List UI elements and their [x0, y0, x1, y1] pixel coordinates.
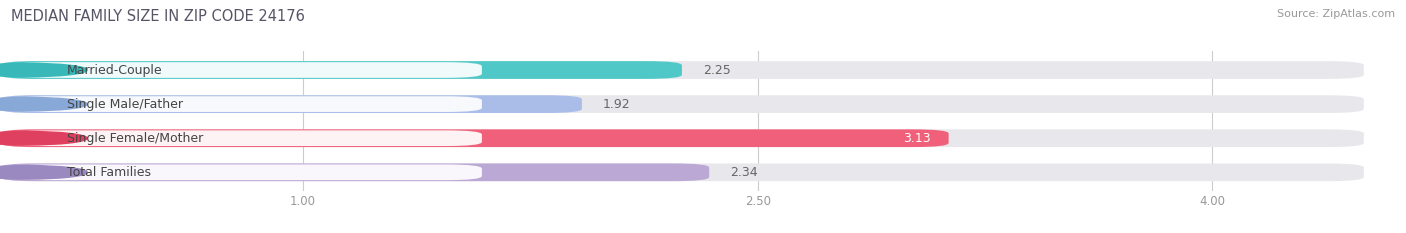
Circle shape [0, 131, 87, 145]
Text: Source: ZipAtlas.com: Source: ZipAtlas.com [1277, 9, 1395, 19]
Text: MEDIAN FAMILY SIZE IN ZIP CODE 24176: MEDIAN FAMILY SIZE IN ZIP CODE 24176 [11, 9, 305, 24]
Text: Total Families: Total Families [66, 166, 150, 179]
FancyBboxPatch shape [0, 163, 709, 181]
Text: Married-Couple: Married-Couple [66, 64, 162, 76]
Text: Single Male/Father: Single Male/Father [66, 98, 183, 111]
Circle shape [0, 63, 87, 77]
FancyBboxPatch shape [13, 62, 482, 78]
Text: 3.13: 3.13 [903, 132, 931, 145]
FancyBboxPatch shape [0, 129, 949, 147]
FancyBboxPatch shape [0, 163, 1364, 181]
FancyBboxPatch shape [0, 61, 682, 79]
FancyBboxPatch shape [0, 95, 582, 113]
FancyBboxPatch shape [0, 95, 1364, 113]
Circle shape [0, 97, 87, 111]
Text: Single Female/Mother: Single Female/Mother [66, 132, 202, 145]
FancyBboxPatch shape [0, 61, 1364, 79]
FancyBboxPatch shape [13, 130, 482, 146]
FancyBboxPatch shape [13, 96, 482, 112]
Text: 2.34: 2.34 [730, 166, 758, 179]
FancyBboxPatch shape [13, 164, 482, 180]
FancyBboxPatch shape [0, 129, 1364, 147]
Text: 1.92: 1.92 [603, 98, 631, 111]
Circle shape [0, 166, 87, 179]
Text: 2.25: 2.25 [703, 64, 731, 76]
